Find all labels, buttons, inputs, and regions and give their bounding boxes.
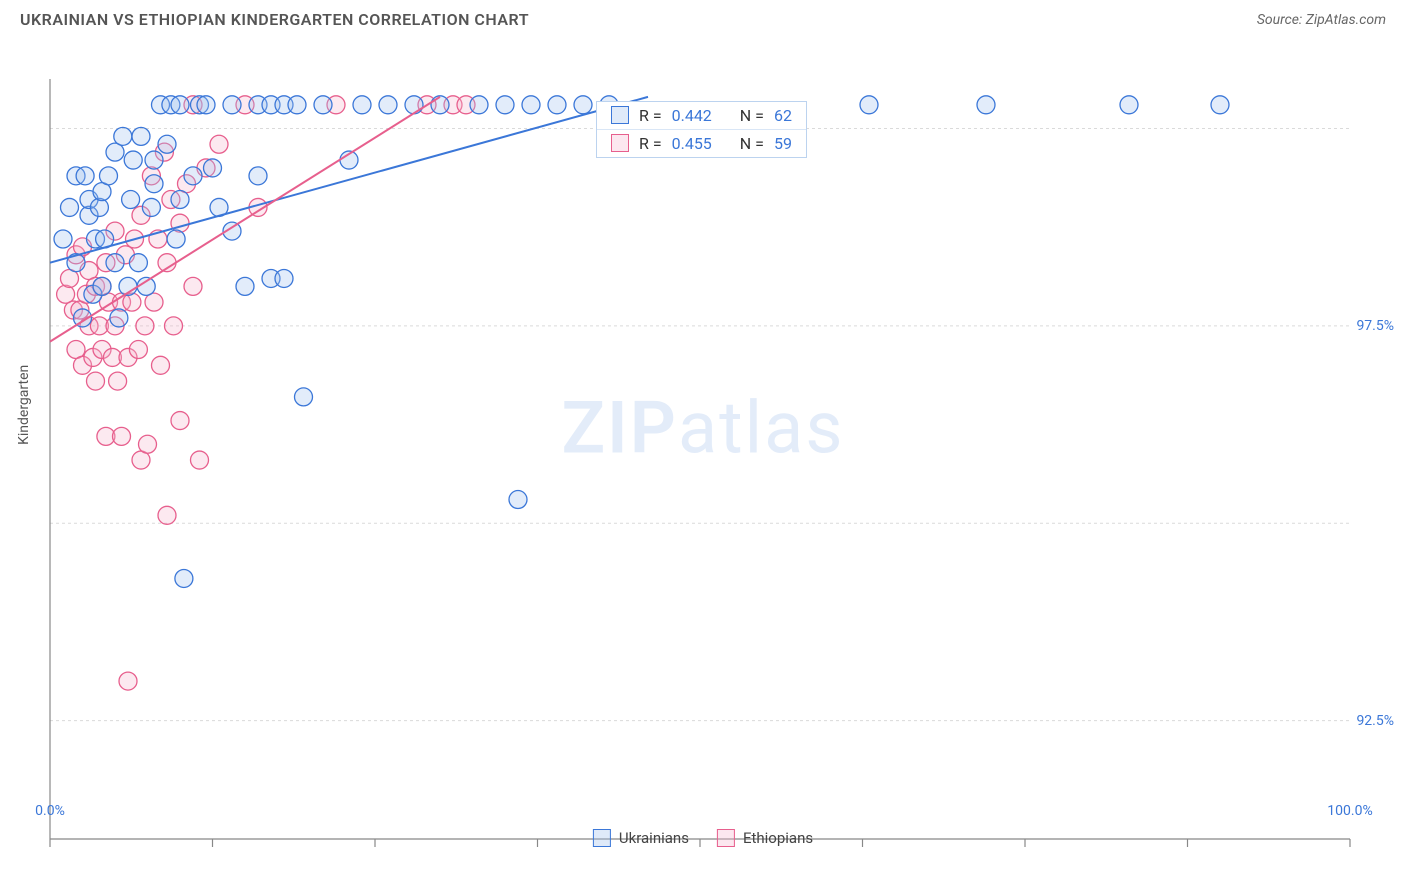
chart-source: Source: ZipAtlas.com bbox=[1257, 12, 1386, 28]
series-legend: Ukrainians Ethiopians bbox=[593, 829, 813, 847]
legend-r-value: 0.455 bbox=[672, 134, 712, 153]
legend-swatch bbox=[611, 106, 629, 124]
legend-swatch bbox=[717, 829, 735, 847]
y-tick-label: 92.5% bbox=[1356, 713, 1394, 729]
legend-label: Ethiopians bbox=[743, 829, 813, 847]
x-tick-label: 100.0% bbox=[1327, 803, 1372, 819]
legend-item: Ethiopians bbox=[717, 829, 813, 847]
legend-label: Ukrainians bbox=[619, 829, 689, 847]
chart-area: Kindergarten ZIPatlas R =0.442N =62R =0.… bbox=[0, 39, 1406, 849]
legend-row: R = 0.455 N = 59 bbox=[597, 130, 806, 157]
legend-r-value: 0.442 bbox=[672, 106, 712, 125]
x-tick-label: 0.0% bbox=[35, 803, 65, 819]
legend-n-label: N = bbox=[740, 106, 764, 125]
scatter-plot bbox=[0, 39, 1406, 849]
legend-swatch bbox=[611, 134, 629, 152]
legend-item: Ukrainians bbox=[593, 829, 689, 847]
y-axis-label: Kindergarten bbox=[16, 364, 32, 444]
legend-n-value: 62 bbox=[774, 106, 792, 125]
chart-title: UKRAINIAN VS ETHIOPIAN KINDERGARTEN CORR… bbox=[20, 10, 529, 29]
legend-n-label: N = bbox=[740, 134, 764, 153]
chart-header: UKRAINIAN VS ETHIOPIAN KINDERGARTEN CORR… bbox=[0, 0, 1406, 39]
y-tick-label: 97.5% bbox=[1356, 318, 1394, 334]
legend-r-label: R = bbox=[639, 134, 662, 153]
legend-r-label: R = bbox=[639, 106, 662, 125]
legend-n-value: 59 bbox=[774, 134, 792, 153]
legend-swatch bbox=[593, 829, 611, 847]
correlation-legend: R = 0.442 N = 62 R = 0.455 N = 59 bbox=[596, 101, 807, 158]
legend-row: R = 0.442 N = 62 bbox=[597, 102, 806, 130]
